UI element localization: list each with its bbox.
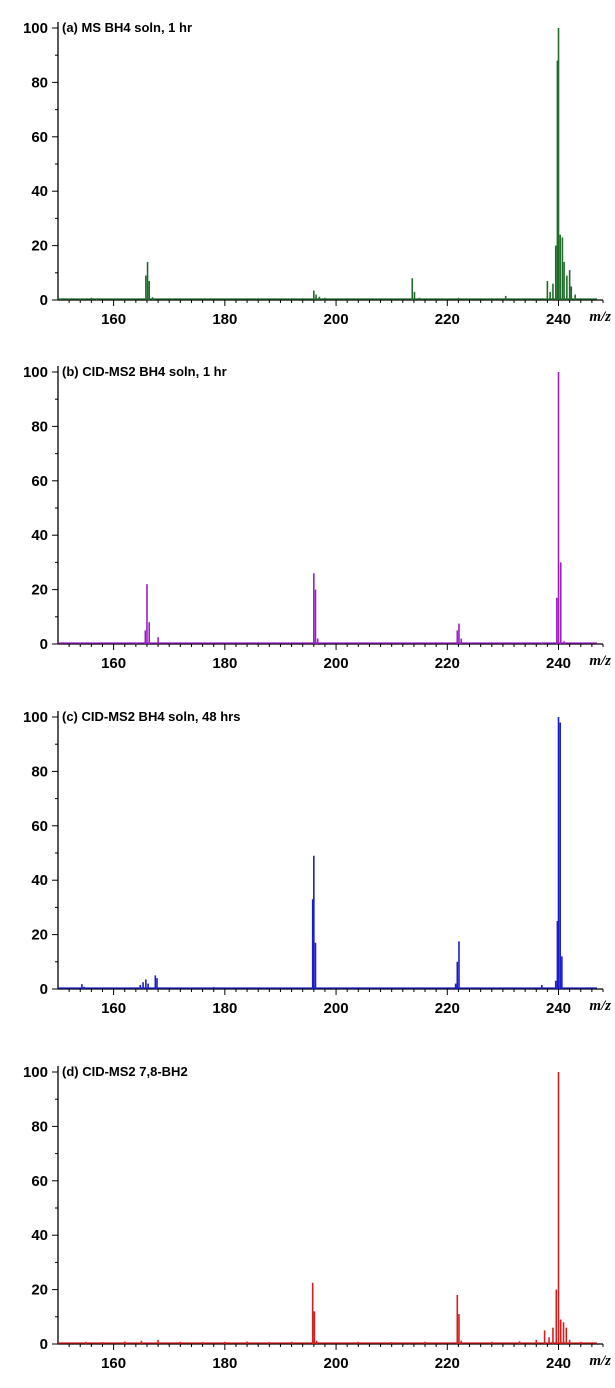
x-axis-label: m/z [589, 309, 611, 325]
y-tick-label: 60 [31, 473, 48, 490]
x-tick-label: 240 [546, 311, 571, 328]
x-tick-label: 220 [435, 311, 460, 328]
y-tick-label: 60 [31, 818, 48, 835]
y-tick-label: 100 [23, 364, 48, 381]
x-axis-label: m/z [589, 653, 611, 669]
x-tick-label: 240 [546, 655, 571, 672]
spectrum-panel-3: 0 20 40 60 80 100 160 180 200 220 240 m/z (c) CID-MS… [23, 709, 611, 1017]
x-tick-label: 160 [101, 1000, 126, 1017]
y-tick-label: 40 [31, 1227, 48, 1244]
x-tick-label: 180 [212, 311, 237, 328]
y-tick-label: 20 [31, 582, 48, 599]
x-tick-label: 180 [212, 1000, 237, 1017]
y-tick-label: 40 [31, 527, 48, 544]
x-tick-label: 200 [324, 655, 349, 672]
x-tick-label: 160 [101, 655, 126, 672]
y-tick-label: 60 [31, 129, 48, 146]
y-tick-label: 100 [23, 709, 48, 726]
x-tick-label: 200 [324, 311, 349, 328]
x-tick-label: 180 [212, 655, 237, 672]
y-tick-label: 20 [31, 1282, 48, 1299]
x-tick-label: 220 [435, 1000, 460, 1017]
y-tick-label: 80 [31, 763, 48, 780]
y-tick-label: 0 [40, 636, 48, 653]
panel-title: (c) CID-MS2 BH4 soln, 48 hrs [62, 709, 240, 724]
y-tick-label: 100 [23, 1064, 48, 1081]
y-tick-label: 0 [40, 981, 48, 998]
panel-title: (a) MS BH4 soln, 1 hr [62, 20, 192, 35]
x-tick-label: 240 [546, 1000, 571, 1017]
panel-title: (d) CID-MS2 7,8-BH2 [62, 1064, 188, 1079]
y-tick-label: 40 [31, 183, 48, 200]
y-tick-label: 20 [31, 238, 48, 255]
y-tick-label: 20 [31, 927, 48, 944]
x-tick-label: 160 [101, 311, 126, 328]
panel-title: (b) CID-MS2 BH4 soln, 1 hr [62, 364, 227, 379]
x-tick-label: 220 [435, 1355, 460, 1372]
y-tick-label: 80 [31, 418, 48, 435]
y-tick-label: 0 [40, 292, 48, 309]
y-tick-label: 0 [40, 1336, 48, 1353]
x-tick-label: 160 [101, 1355, 126, 1372]
spectrum-panel-4: 0 20 40 60 80 100 160 180 200 220 240 m/z (d) CID-MS… [23, 1064, 611, 1372]
x-tick-label: 240 [546, 1355, 571, 1372]
y-tick-label: 40 [31, 872, 48, 889]
y-tick-label: 60 [31, 1173, 48, 1190]
x-tick-label: 180 [212, 1355, 237, 1372]
x-axis-label: m/z [589, 1353, 611, 1369]
spectrum-panel-2: 0 20 40 60 80 100 160 180 200 220 240 m/z (b) CID-MS… [23, 364, 611, 672]
x-tick-label: 200 [324, 1355, 349, 1372]
y-tick-label: 80 [31, 1118, 48, 1135]
x-axis-label: m/z [589, 998, 611, 1014]
y-tick-label: 100 [23, 20, 48, 37]
x-tick-label: 220 [435, 655, 460, 672]
x-tick-label: 200 [324, 1000, 349, 1017]
spectrum-panel-1: 0 20 40 60 80 100 160 180 200 220 240 m/z (a) MS BH4… [23, 20, 611, 328]
y-tick-label: 80 [31, 74, 48, 91]
